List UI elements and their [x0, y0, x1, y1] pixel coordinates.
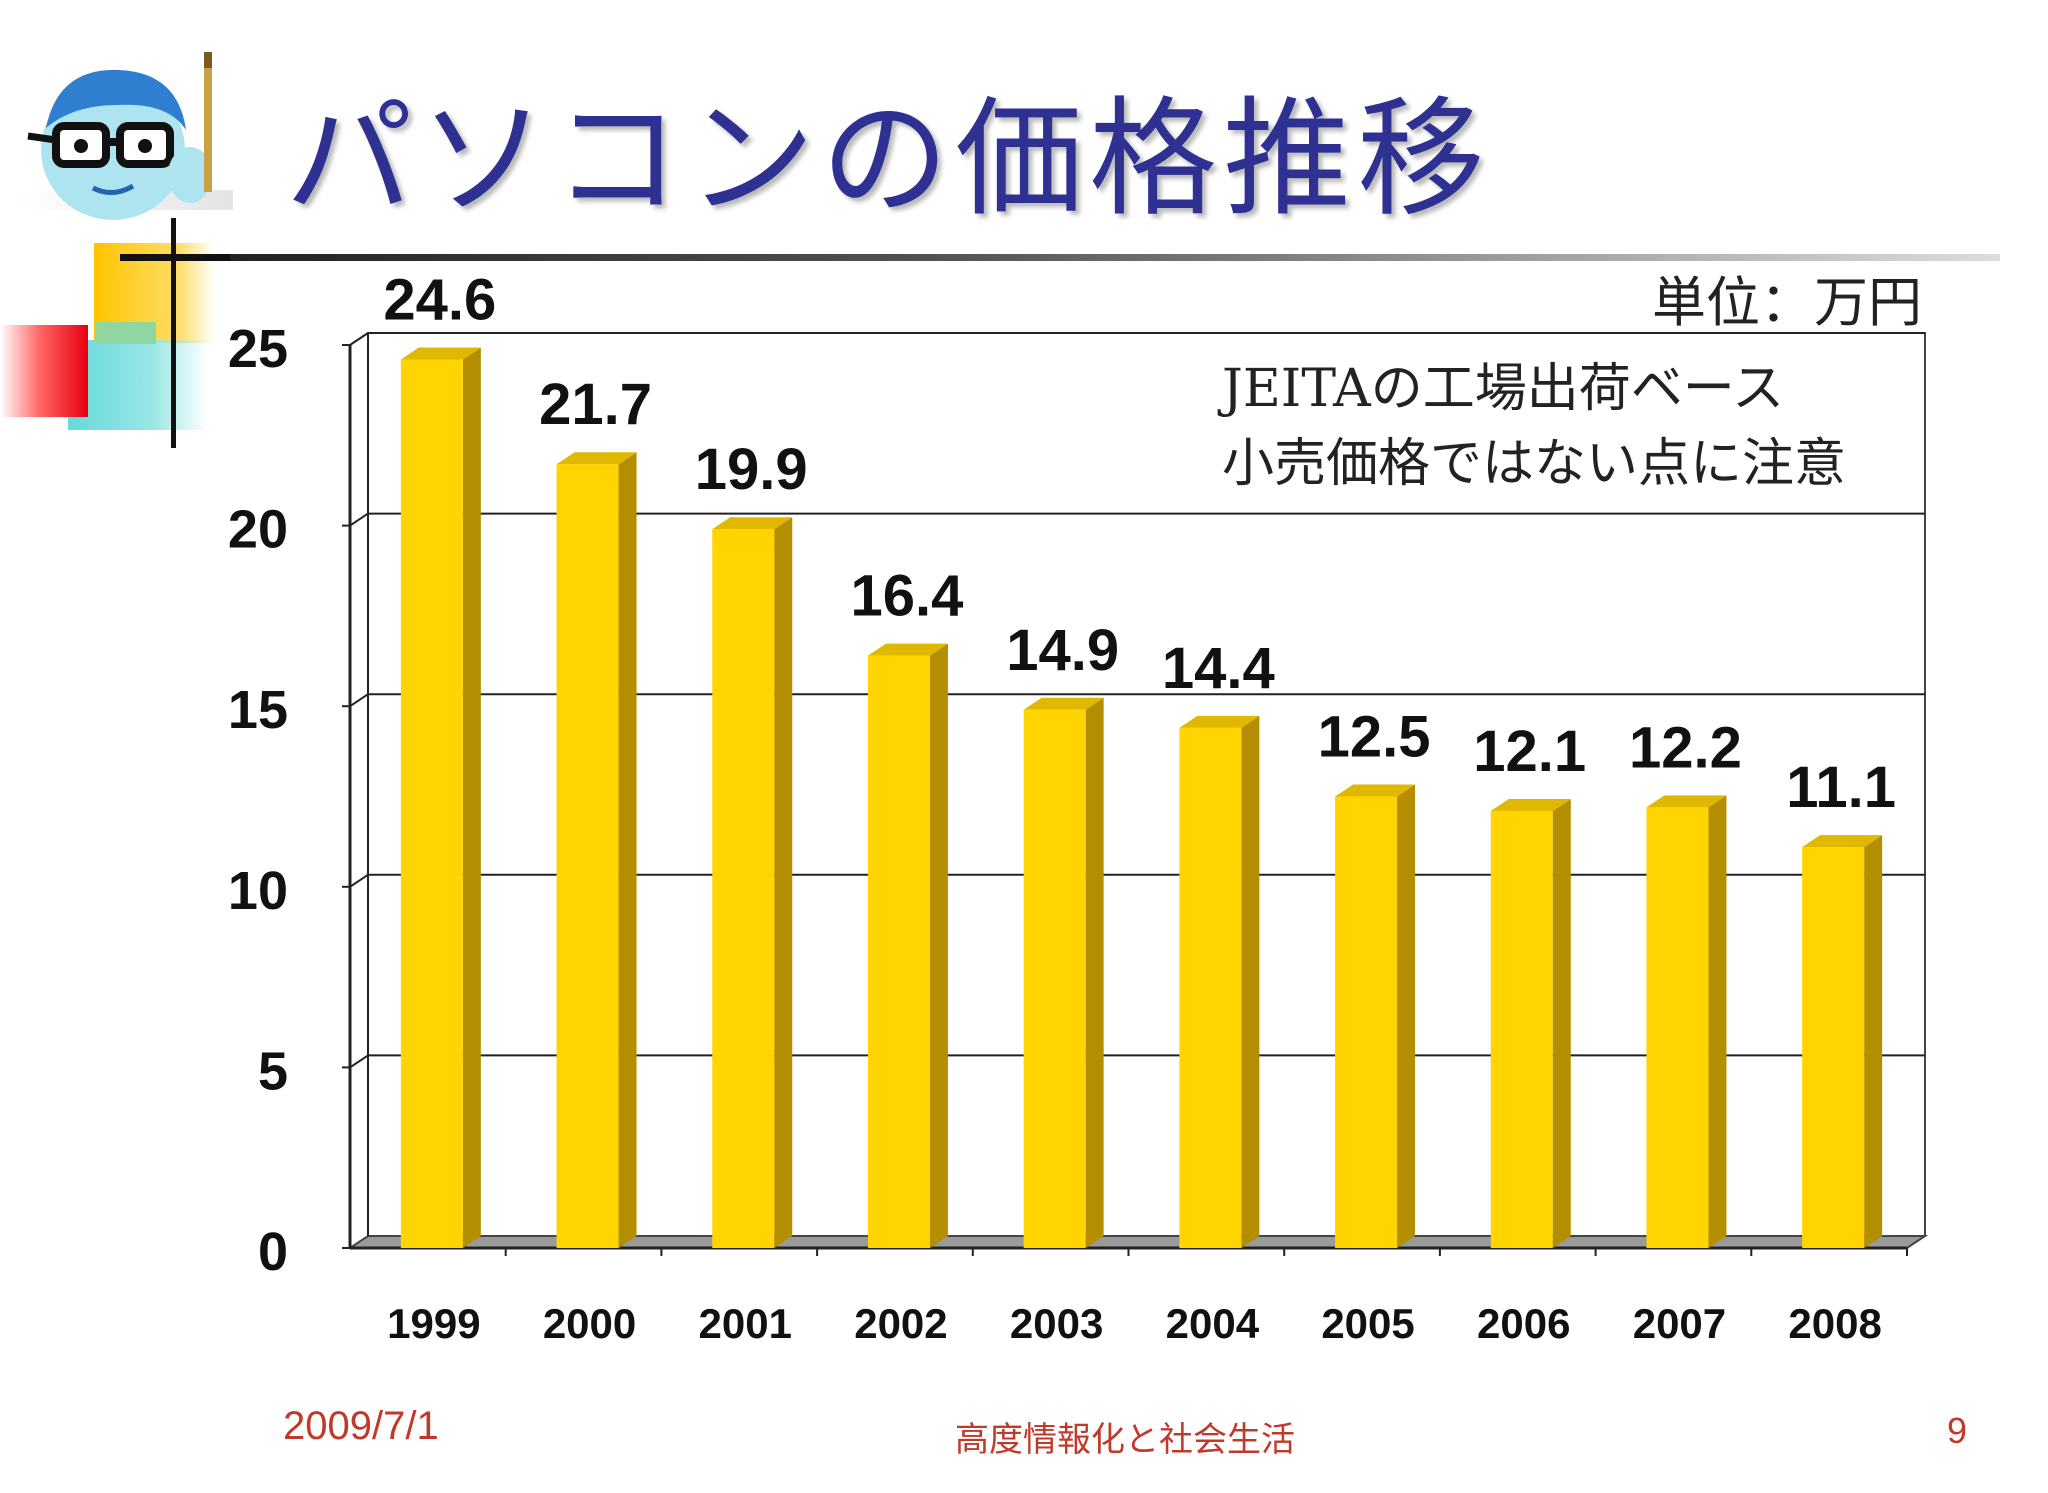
y-tick-label: 20: [228, 500, 288, 560]
bar-side: [1708, 795, 1727, 1248]
y-tick-label: 0: [258, 1222, 288, 1282]
bar-top: [867, 643, 948, 656]
y-tick-label: 10: [228, 861, 288, 921]
gridline-depth: [349, 332, 369, 346]
x-tick-label: 2001: [699, 1300, 792, 1347]
page-title: パソコンの価格推移: [285, 85, 1492, 234]
page-number: 9: [1947, 1410, 1968, 1451]
data-label: 11.1: [1786, 755, 1896, 820]
bar: [712, 529, 775, 1248]
x-tick-label: 2003: [1010, 1300, 1103, 1347]
bar: [1335, 796, 1398, 1248]
deco-green-strip: [96, 322, 156, 344]
gridline-depth: [349, 1054, 369, 1069]
source-note-line-2: 小売価格ではない点に注意: [1222, 434, 1847, 494]
bar-top: [1335, 784, 1416, 797]
x-tick-label: 1999: [387, 1300, 480, 1347]
x-tick-label: 2008: [1788, 1300, 1881, 1347]
mascot-icon: [18, 52, 233, 220]
unit-note: 単位：万円: [1652, 271, 1922, 334]
bar-side: [774, 517, 793, 1248]
footer-title: 高度情報化と社会生活: [955, 1420, 1295, 1460]
x-tick-label: 2002: [854, 1300, 947, 1347]
deco-cyan-square: [68, 340, 208, 430]
bar-top: [1646, 795, 1727, 808]
bar-side: [929, 643, 948, 1248]
x-tick-label: 2007: [1633, 1300, 1726, 1347]
gridline-depth: [349, 693, 369, 708]
y-tick-label: 15: [228, 680, 288, 740]
bar: [1646, 807, 1709, 1248]
gridline-depth: [349, 512, 369, 527]
bar-side: [618, 452, 637, 1248]
y-tick-label: 25: [228, 319, 288, 379]
data-label: 16.4: [851, 564, 964, 629]
footer-date: 2009/7/1: [283, 1404, 439, 1448]
bar: [867, 655, 930, 1248]
bar-side: [1085, 697, 1104, 1248]
data-label: 14.9: [1006, 618, 1119, 683]
bar: [1490, 810, 1553, 1248]
data-label: 24.6: [383, 267, 496, 332]
bar: [400, 359, 463, 1248]
deco-red-square: [0, 325, 88, 417]
data-label: 12.2: [1629, 715, 1742, 780]
bar-top: [1490, 798, 1571, 811]
deco-horizontal-line: [120, 254, 230, 261]
x-tick-label: 2000: [543, 1300, 636, 1347]
data-label: 14.4: [1162, 636, 1275, 701]
bar-top: [1179, 715, 1260, 728]
data-label: 19.9: [695, 437, 808, 502]
data-label: 12.1: [1473, 719, 1586, 784]
bar-side: [1241, 715, 1260, 1248]
x-tick-label: 2006: [1477, 1300, 1570, 1347]
title-divider: [120, 254, 2000, 261]
bar-side: [1552, 798, 1571, 1248]
source-note: JEITAの工場出荷ベース 小売価格ではない点に注意: [1222, 352, 1846, 502]
bar-top: [556, 452, 637, 465]
bar: [1179, 727, 1242, 1248]
bar-side: [1397, 784, 1416, 1248]
x-tick-label: 2005: [1321, 1300, 1414, 1347]
bar-top: [712, 517, 793, 530]
bar-side: [462, 347, 481, 1248]
bar-side: [1864, 835, 1883, 1248]
x-tick-label: 2004: [1166, 1300, 1260, 1347]
data-label: 21.7: [539, 372, 652, 437]
bar: [556, 464, 619, 1248]
bar-top: [1802, 835, 1883, 848]
bar: [1802, 847, 1865, 1248]
deco-vertical-line: [171, 218, 176, 448]
source-note-line-1: JEITAの工場出荷ベース: [1222, 359, 1785, 419]
bar-top: [400, 347, 481, 360]
data-label: 12.5: [1318, 705, 1431, 770]
bar: [1023, 709, 1086, 1248]
gridline-depth: [349, 873, 369, 888]
bar-top: [1023, 697, 1104, 710]
y-tick-label: 5: [258, 1041, 288, 1101]
